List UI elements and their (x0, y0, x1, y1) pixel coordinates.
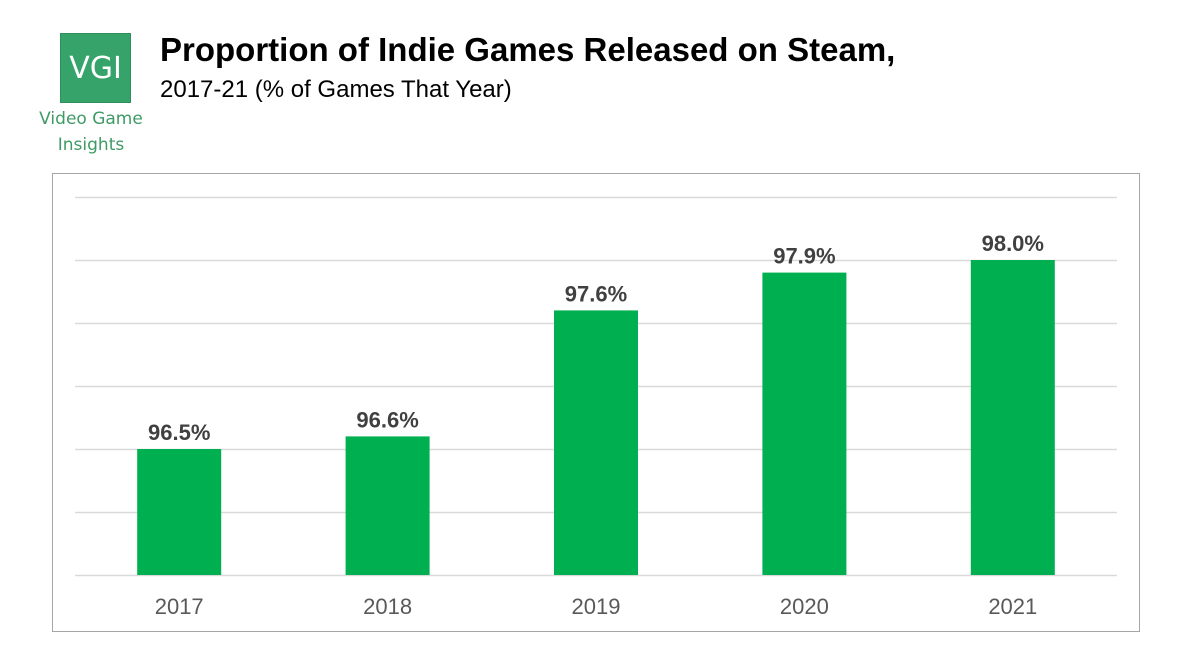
x-tick-label-2019: 2019 (572, 594, 621, 619)
chart-subtitle: 2017-21 (% of Games That Year) (160, 76, 512, 103)
logo-caption-line2: Insights (57, 135, 125, 155)
bar-2020 (762, 272, 847, 575)
x-tick-label-2018: 2018 (363, 594, 412, 619)
data-label-2018: 96.6% (356, 407, 418, 432)
bar-2018 (345, 436, 430, 575)
data-label-2019: 97.6% (565, 281, 627, 306)
x-tick-labels: 2017 2018 2019 2020 2021 (155, 594, 1038, 619)
x-tick-label-2020: 2020 (780, 594, 829, 619)
logo-caption: Video Game Insights (30, 106, 152, 158)
chart-frame (52, 173, 1140, 632)
bars (137, 260, 1055, 575)
bar-2021 (970, 260, 1055, 575)
data-label-2020: 97.9% (773, 244, 835, 269)
x-tick-label-2021: 2021 (988, 594, 1037, 619)
chart-title: Proportion of Indie Games Released on St… (160, 31, 896, 68)
bar-2017 (137, 449, 222, 575)
logo-mark: VGI (69, 50, 122, 86)
logo-caption-line1: Video Game (39, 109, 143, 129)
data-label-2017: 96.5% (148, 420, 210, 445)
x-tick-label-2017: 2017 (155, 594, 204, 619)
data-labels: 96.5% 96.6% 97.6% 97.9% 98.0% (148, 231, 1044, 445)
bar-2019 (554, 310, 638, 575)
logo: VGI (60, 33, 131, 103)
data-label-2021: 98.0% (982, 231, 1044, 256)
